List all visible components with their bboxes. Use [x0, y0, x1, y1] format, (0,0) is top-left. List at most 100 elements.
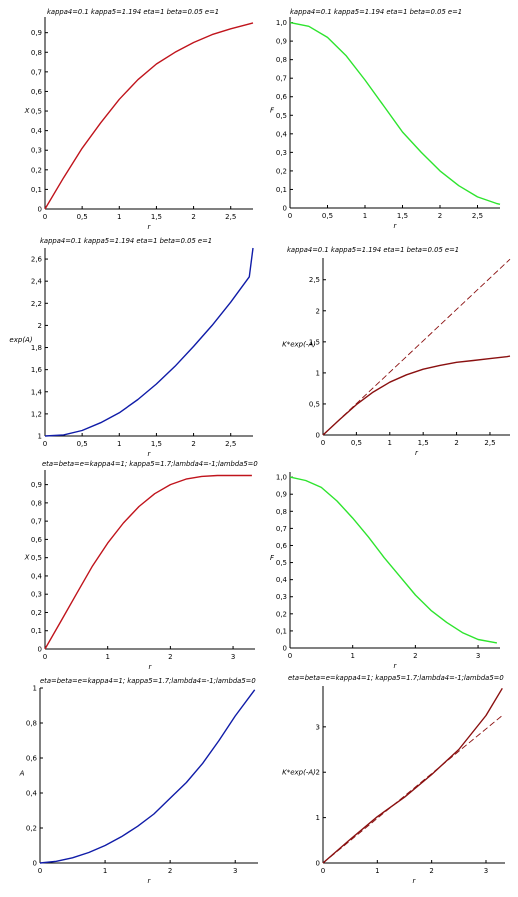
y-tick-label: 1 [316, 369, 320, 377]
x-axis-label: r [394, 662, 398, 670]
y-tick-label: 0,7 [31, 68, 42, 76]
x-tick-label: 2,5 [472, 212, 483, 220]
y-tick-label: 0,7 [276, 75, 287, 83]
x-tick-label: 1,5 [151, 213, 162, 221]
dashed-series-line [322, 258, 511, 436]
x-axis-label: r [394, 222, 398, 230]
series-line [289, 21, 501, 205]
y-tick-label: 0,9 [276, 38, 287, 46]
y-tick-label: 0,2 [26, 825, 37, 833]
x-tick-label: 1 [117, 213, 121, 221]
y-axis-label: F [270, 107, 275, 115]
y-tick-label: 2,5 [309, 276, 320, 284]
y-tick-label: 2 [38, 322, 42, 330]
y-tick-label: 0 [316, 432, 320, 440]
x-axis-label: r [148, 223, 152, 231]
chart-panel: 0 1 2 3 0 0,2 0,4 0,6 0,8 1 r Aeta=beta=e=kappa4=1;… [19, 677, 258, 885]
chart-title: kappa4=0.1 kappa5=1.194 eta=1 beta=0.05 … [40, 237, 212, 245]
x-axis-label: r [413, 877, 417, 885]
y-tick-label: 0,1 [276, 186, 287, 194]
y-axis-label: X [24, 554, 30, 562]
y-tick-label: 0,3 [276, 149, 287, 157]
y-axis-label: X [24, 107, 30, 115]
y-tick-label: 0 [283, 205, 287, 213]
x-tick-label: 2,5 [225, 213, 236, 221]
chart-panel: 0 1 2 3 0 0,1 0,2 0,3 0,4 0,5 0,6 0,7 0,8 0,9 1,0 r F [270, 472, 500, 670]
x-tick-label: 2 [454, 439, 458, 447]
x-tick-label: 0 [288, 212, 292, 220]
y-axis-label: K*exp(-A) [282, 769, 316, 777]
x-tick-label: 0 [43, 440, 47, 448]
chart-panel: 0 0,5 1 1,5 2 2,5 0 0,5 1 1,5 2 2,5 r K*exp(-A) kappa4… [282, 246, 511, 457]
x-tick-label: 2 [438, 212, 442, 220]
x-tick-label: 1,5 [418, 439, 429, 447]
y-tick-label: 0,9 [31, 481, 42, 489]
x-tick-label: 0,5 [322, 212, 333, 220]
y-tick-label: 0,4 [276, 576, 288, 584]
y-tick-label: 0,4 [26, 790, 38, 798]
x-tick-label: 2,5 [225, 440, 236, 448]
y-tick-label: 1,0 [276, 474, 287, 482]
series-line [322, 355, 511, 436]
x-tick-label: 1 [105, 653, 109, 661]
y-tick-label: 2 [316, 769, 320, 777]
y-tick-label: 0,9 [276, 491, 287, 499]
chart-panel: 0 1 2 3 0 0,1 0,2 0,3 0,4 0,5 0,6 0,7 0,8 0,9 r Xeta=be… [24, 460, 258, 671]
chart-title: eta=beta=e=kappa4=1; kappa5=1.7;lambda4=… [42, 460, 258, 468]
y-tick-label: 0,5 [276, 559, 287, 567]
x-tick-label: 0,5 [77, 213, 88, 221]
y-tick-label: 0,7 [276, 525, 287, 533]
y-tick-label: 0,2 [31, 609, 42, 617]
y-tick-label: 0 [38, 206, 42, 214]
y-tick-label: 0,2 [276, 610, 287, 618]
x-axis-label: r [148, 877, 152, 885]
x-tick-label: 1 [363, 212, 367, 220]
y-tick-label: 0,8 [31, 499, 42, 507]
x-tick-label: 2,5 [484, 439, 495, 447]
y-tick-label: 0,9 [31, 29, 42, 37]
y-tick-label: 0,1 [31, 627, 42, 635]
x-tick-label: 3 [484, 867, 488, 875]
y-tick-label: 0,2 [276, 167, 287, 175]
x-tick-label: 3 [233, 867, 237, 875]
y-tick-label: 0,3 [31, 147, 42, 155]
chart-panel: 0 0,5 1 1,5 2 2,5 1 1,2 1,4 1,6 1,8 2 2,2 2,4 2,6 r exp(… [9, 237, 254, 458]
x-tick-label: 1 [350, 652, 354, 660]
x-tick-label: 2 [429, 867, 433, 875]
x-tick-label: 1,5 [151, 440, 162, 448]
x-tick-label: 1 [375, 867, 379, 875]
x-tick-label: 2 [168, 867, 172, 875]
y-tick-label: 1,8 [31, 344, 42, 352]
y-axis-label: A [19, 770, 25, 778]
y-tick-label: 0,8 [276, 56, 287, 64]
y-tick-label: 1,0 [276, 19, 287, 27]
series-line [289, 476, 498, 644]
y-tick-label: 0 [33, 860, 37, 868]
y-tick-label: 0,1 [31, 186, 42, 194]
x-tick-label: 1 [103, 867, 107, 875]
y-tick-label: 3 [316, 723, 320, 731]
y-tick-label: 0,4 [276, 130, 288, 138]
chart-panel: 0 0,5 1 1,5 2 2,5 0 0,1 0,2 0,3 0,4 0,5 0,6 0,7 0,8 0,9… [270, 8, 501, 230]
y-tick-label: 0,8 [26, 720, 37, 728]
x-tick-label: 0,5 [77, 440, 88, 448]
x-tick-label: 1 [388, 439, 392, 447]
y-tick-label: 2,6 [31, 256, 43, 264]
x-tick-label: 0 [43, 653, 47, 661]
y-tick-label: 0,6 [276, 93, 288, 101]
x-tick-label: 0 [321, 867, 325, 875]
y-tick-label: 0,5 [276, 112, 287, 120]
x-tick-label: 2 [168, 653, 172, 661]
y-tick-label: 0,5 [31, 554, 42, 562]
series-line [44, 22, 254, 210]
y-tick-label: 0,4 [31, 572, 43, 580]
y-tick-label: 0,3 [276, 593, 287, 601]
chart-panel: 0 1 2 3 0 1 2 3 r K*exp(-A) eta=beta=e=kappa4=1; k… [282, 674, 505, 885]
y-tick-label: 0,3 [31, 591, 42, 599]
y-tick-label: 0,6 [26, 755, 38, 763]
x-axis-label: r [148, 450, 152, 458]
y-tick-label: 1 [33, 685, 37, 693]
y-tick-label: 0 [38, 646, 42, 654]
x-tick-label: 0 [288, 652, 292, 660]
